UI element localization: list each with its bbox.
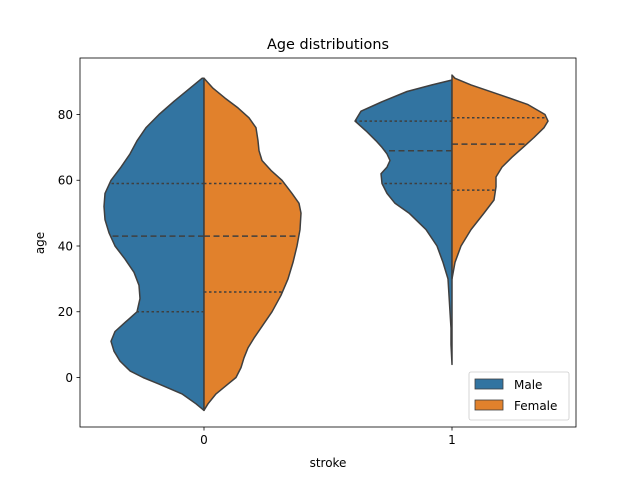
x-tick-label: 1 <box>448 433 456 447</box>
y-tick-label: 0 <box>65 371 73 385</box>
violin-female-1 <box>451 74 549 280</box>
y-tick-label: 20 <box>58 305 73 319</box>
legend-swatch-male <box>474 378 504 390</box>
violin-bodies <box>103 74 549 412</box>
plot-frame <box>79 57 577 428</box>
y-tick-label: 40 <box>58 239 73 253</box>
x-axis-label: stroke <box>310 456 347 470</box>
legend-label-male: Male <box>514 378 542 392</box>
violin-female-0 <box>203 77 302 412</box>
y-tick-label: 60 <box>58 174 73 188</box>
y-tick-label: 80 <box>58 108 73 122</box>
y-axis-label: age <box>33 232 47 254</box>
violin-male-0 <box>103 77 205 412</box>
legend-swatch-female <box>474 399 504 411</box>
legend-label-female: Female <box>514 399 557 413</box>
chart-title: Age distributions <box>267 37 389 53</box>
x-tick-label: 0 <box>200 433 208 447</box>
legend: Male Female <box>468 371 570 421</box>
